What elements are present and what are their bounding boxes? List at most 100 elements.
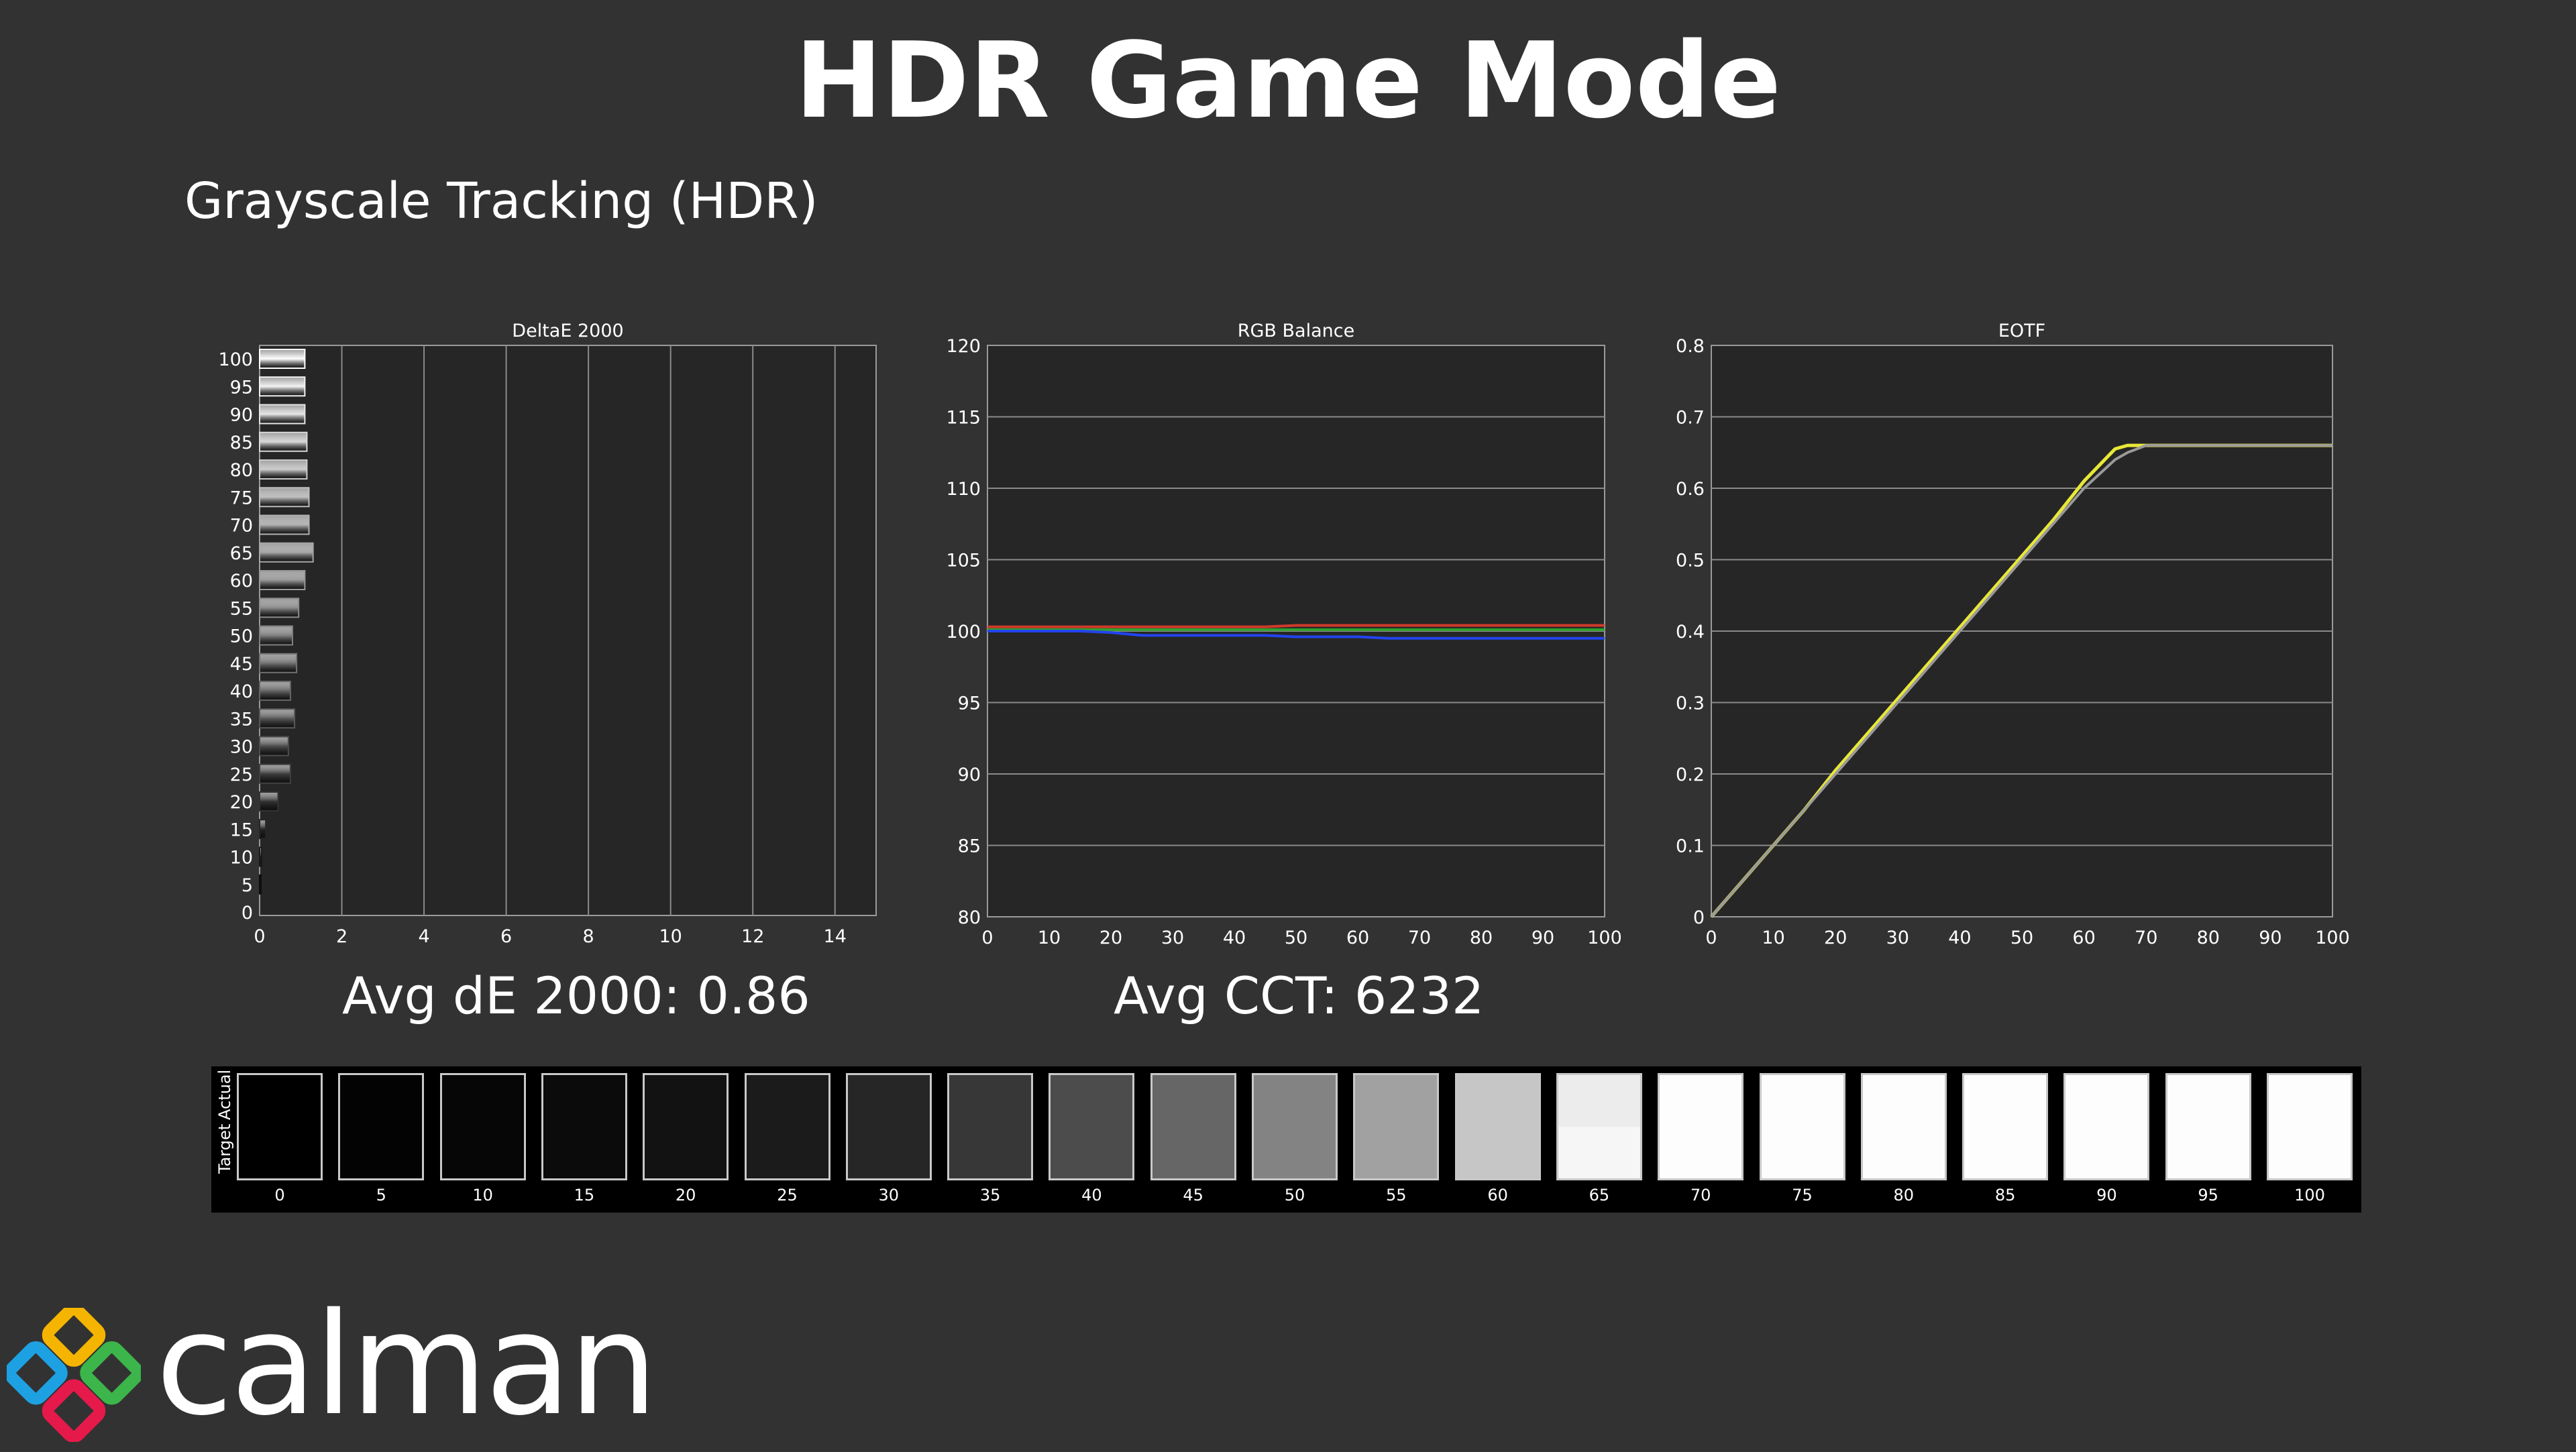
- swatch-actual: [1761, 1075, 1843, 1127]
- deltae-x-tick-label: 6: [500, 926, 512, 947]
- swatch-target: [1558, 1127, 1640, 1178]
- swatch-label: 65: [1589, 1186, 1610, 1205]
- deltae-y-tick-label: 50: [230, 626, 253, 647]
- eotf-y-tick-label: 0.1: [1676, 836, 1705, 857]
- deltae-y-tick-label: 95: [230, 377, 253, 398]
- swatch-label: 50: [1284, 1186, 1305, 1205]
- swatch-20: [643, 1073, 729, 1180]
- swatch-target: [1254, 1127, 1336, 1178]
- rgb-x-tick-label: 90: [1532, 928, 1554, 948]
- deltae-bar: [259, 404, 306, 425]
- swatch-60: [1454, 1073, 1541, 1180]
- swatch-label: 0: [274, 1186, 285, 1205]
- eotf-x-tick-label: 20: [1824, 928, 1847, 948]
- eotf-x-tick-label: 90: [2259, 928, 2282, 948]
- swatch-target: [1761, 1127, 1843, 1178]
- swatch-target: [239, 1127, 321, 1178]
- swatch-50: [1252, 1073, 1338, 1180]
- eotf-x-tick-label: 10: [1762, 928, 1784, 948]
- eotf-y-tick-label: 0.7: [1676, 408, 1705, 429]
- swatch-actual: [1558, 1075, 1640, 1127]
- deltae-bar: [259, 653, 298, 673]
- swatch-label: 90: [2096, 1186, 2117, 1205]
- swatch-actual: [1862, 1075, 1945, 1127]
- deltae-y-tick-label: 10: [230, 848, 253, 869]
- page-title: HDR Game Mode: [794, 19, 1782, 142]
- swatch-actual: [847, 1075, 930, 1127]
- eotf-chart-title: EOTF: [1998, 321, 2045, 341]
- eotf-y-tick-label: 0.8: [1676, 336, 1705, 357]
- swatch-label: 70: [1690, 1186, 1711, 1205]
- deltae-y-tick-label: 85: [230, 433, 253, 453]
- deltae-bar: [259, 542, 314, 563]
- deltae-bar: [259, 514, 310, 535]
- swatch-actual: [543, 1075, 625, 1127]
- deltae-bar: [259, 625, 294, 646]
- swatch-actual: [1456, 1075, 1539, 1127]
- deltae-bar: [259, 736, 289, 757]
- deltae-y-tick-label: 65: [230, 543, 253, 564]
- deltae-bar: [259, 846, 263, 867]
- swatch-100: [2267, 1073, 2353, 1180]
- swatch-target: [1456, 1127, 1539, 1178]
- swatch-30: [845, 1073, 932, 1180]
- swatch-actual: [1660, 1075, 1742, 1127]
- swatch-target: [1964, 1127, 2047, 1178]
- swatch-actual: [1254, 1075, 1336, 1127]
- swatch-target: [1862, 1127, 1945, 1178]
- deltae-x-tick-label: 12: [741, 926, 764, 947]
- eotf-y-tick-label: 0.5: [1676, 551, 1705, 571]
- swatch-target: [543, 1127, 625, 1178]
- deltae-x-tick-label: 4: [418, 926, 429, 947]
- deltae-bar: [259, 763, 291, 784]
- swatch-label: 60: [1487, 1186, 1508, 1205]
- swatch-actual: [2065, 1075, 2148, 1127]
- deltae-chart-title: DeltaE 2000: [512, 321, 623, 341]
- swatch-target: [2167, 1127, 2249, 1178]
- swatch-target: [1355, 1127, 1438, 1178]
- grayscale-swatch-strip: Actual Target 0 5 10 15 20 25 30 35 40 45 50 55 60 65…: [211, 1066, 2361, 1213]
- swatch-target: [1152, 1127, 1234, 1178]
- swatch-target: [441, 1127, 524, 1178]
- rgb-y-tick-label: 85: [958, 836, 981, 857]
- swatch-target: [847, 1127, 930, 1178]
- deltae-x-tick-label: 14: [824, 926, 847, 947]
- actual-row-label: Actual: [215, 1069, 234, 1120]
- deltae-bar: [259, 708, 296, 729]
- rgb-x-tick-label: 60: [1346, 928, 1369, 948]
- swatch-actual: [340, 1075, 423, 1127]
- deltae-bar: [259, 459, 308, 480]
- swatch-label: 95: [2198, 1186, 2218, 1205]
- swatch-actual: [239, 1075, 321, 1127]
- deltae-y-tick-label: 75: [230, 488, 253, 508]
- rgb-x-tick-label: 100: [1587, 928, 1622, 948]
- swatch-label: 85: [1994, 1186, 2016, 1205]
- deltae-bar: [259, 431, 308, 452]
- swatch-15: [541, 1073, 627, 1180]
- swatch-target: [2065, 1127, 2148, 1178]
- swatch-90: [2063, 1073, 2150, 1180]
- swatch-label: 15: [574, 1186, 595, 1205]
- calman-logo-icon: [7, 1308, 141, 1442]
- deltae-bar: [259, 487, 310, 508]
- eotf-x-tick-label: 30: [1886, 928, 1909, 948]
- eotf-x-tick-label: 60: [2072, 928, 2095, 948]
- deltae-y-tick-label: 80: [230, 460, 253, 481]
- swatch-label: 10: [472, 1186, 493, 1205]
- swatch-target: [645, 1127, 727, 1178]
- deltae-bar: [259, 349, 306, 369]
- deltae-bar: [259, 570, 306, 590]
- rgb-chart-title: RGB Balance: [1238, 321, 1354, 341]
- eotf-y-tick-label: 0.3: [1676, 693, 1705, 714]
- deltae-bar: [259, 681, 291, 701]
- swatch-label: 80: [1893, 1186, 1915, 1205]
- rgb-y-tick-label: 80: [958, 907, 981, 928]
- swatch-80: [1860, 1073, 1947, 1180]
- rgb-x-tick-label: 0: [981, 928, 993, 948]
- deltae-y-tick-label: 20: [230, 792, 253, 813]
- swatch-45: [1150, 1073, 1236, 1180]
- rgb-y-tick-label: 100: [946, 622, 981, 643]
- rgb-balance-chart: RGB Balance 80 85 90 95 100 105 110 115 120 0 10 20 3…: [946, 321, 1622, 948]
- deltae-y-tick-label: 45: [230, 654, 253, 675]
